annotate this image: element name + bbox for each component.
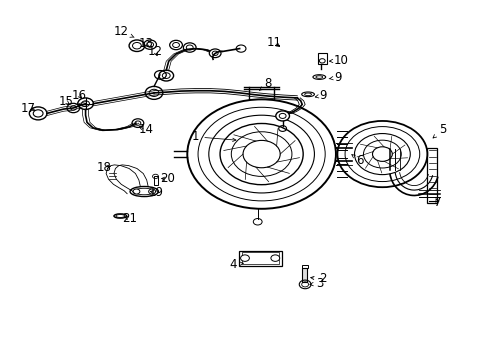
Text: 15: 15 [59,95,73,108]
Text: 7: 7 [433,196,441,209]
Circle shape [133,189,140,194]
Text: 21: 21 [122,212,137,225]
Text: 13: 13 [138,37,153,50]
Bar [317,53,326,64]
Text: 1: 1 [191,130,236,143]
Circle shape [372,147,391,161]
Text: 5: 5 [432,123,446,138]
Circle shape [209,49,221,58]
Text: 20: 20 [160,172,174,185]
Text: 18: 18 [97,161,111,174]
Circle shape [319,59,325,63]
Text: 17: 17 [21,102,36,114]
Bar [153,176,158,185]
Circle shape [148,189,155,194]
Circle shape [275,111,289,121]
Circle shape [270,255,279,261]
Text: 12: 12 [148,45,163,58]
Text: 14: 14 [138,123,153,136]
Text: 2: 2 [310,273,326,285]
Bar [238,251,281,266]
Text: 4: 4 [228,258,243,271]
Text: 8: 8 [259,77,271,91]
Text: 3: 3 [309,277,324,290]
Text: 6: 6 [351,154,363,167]
Text: 12: 12 [114,25,134,38]
Circle shape [240,255,249,261]
Bar [241,252,278,264]
Text: 10: 10 [329,54,348,67]
Text: 19: 19 [149,186,163,199]
Text: 11: 11 [266,36,281,49]
Bar [302,268,306,282]
Text: 9: 9 [315,89,326,102]
Text: 16: 16 [72,89,86,102]
Text: 9: 9 [328,71,342,84]
Bar [301,265,307,268]
Bar [427,148,436,203]
